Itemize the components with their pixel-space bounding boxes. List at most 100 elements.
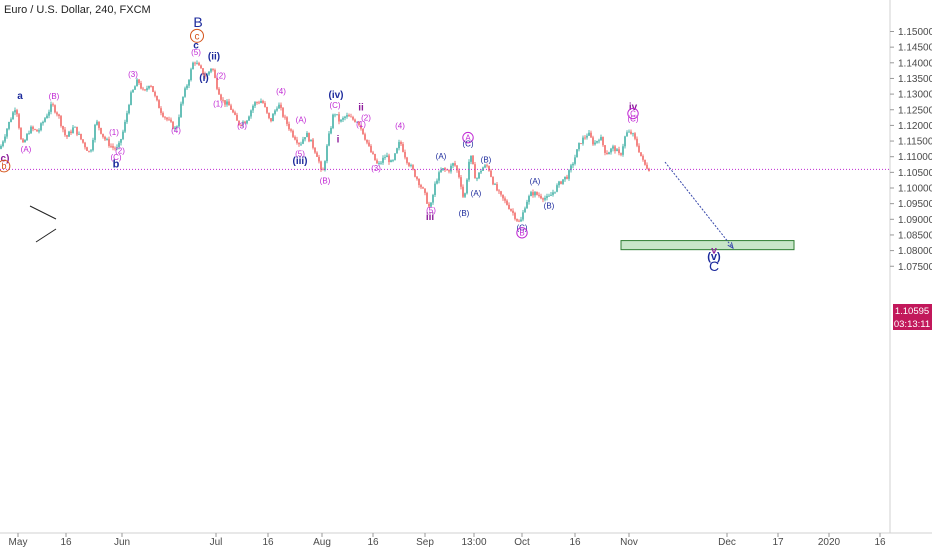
candle-body — [128, 104, 130, 114]
candle-body — [52, 104, 54, 106]
candle — [362, 128, 364, 135]
candle-body — [54, 105, 56, 113]
candle — [566, 174, 568, 180]
wave-label: c — [193, 41, 199, 52]
wave-label: (2) — [115, 147, 125, 156]
candle — [546, 193, 548, 201]
y-tick-label: 1.10000 — [898, 184, 932, 195]
candle-body — [462, 186, 464, 197]
triangle-pattern — [29, 205, 57, 243]
candle-body — [504, 198, 506, 201]
candle-body — [78, 133, 80, 135]
candle-body — [276, 108, 278, 111]
candle-body — [66, 135, 68, 137]
candle-body — [198, 62, 200, 66]
candle-body — [208, 71, 210, 75]
candle-body — [566, 176, 568, 179]
candle-body — [228, 101, 230, 106]
candle — [8, 121, 10, 131]
candle — [190, 67, 192, 82]
candle — [220, 93, 222, 102]
candle — [428, 201, 430, 208]
candle-body — [636, 138, 638, 146]
candle-body — [600, 136, 602, 141]
candle-body — [72, 127, 74, 134]
candle-body — [234, 112, 236, 115]
candle-body — [266, 106, 268, 113]
candle — [20, 127, 22, 140]
candle-body — [372, 152, 374, 154]
candle — [348, 113, 350, 117]
candle-body — [284, 116, 286, 118]
wave-label-text: (i) — [199, 73, 208, 84]
candle — [422, 186, 424, 189]
wave-label-text: (A) — [436, 152, 447, 161]
candle-body — [450, 165, 452, 172]
candle — [62, 125, 64, 133]
candle-body — [186, 85, 188, 89]
candle-body — [328, 133, 330, 146]
candle-body — [152, 86, 154, 92]
candle-body — [350, 116, 352, 118]
wave-label: C — [709, 258, 719, 274]
wave-label-text: (5) — [191, 48, 201, 57]
x-tick-label: 13:00 — [461, 537, 486, 548]
candle — [126, 110, 128, 124]
wave-label-text: (5) — [426, 206, 436, 215]
candle-body — [334, 114, 336, 116]
candle-body — [574, 157, 576, 164]
wave-label-text: (A) — [530, 177, 541, 186]
candle — [368, 139, 370, 148]
candle — [96, 119, 98, 126]
wave-label: (5) — [426, 206, 436, 215]
candle — [104, 135, 106, 141]
candle-body — [528, 196, 530, 202]
target-zone-layer — [620, 240, 795, 251]
projection-arrow-head — [727, 242, 734, 250]
candle — [386, 152, 388, 158]
wave-label: c) — [1, 153, 10, 164]
candle — [138, 79, 140, 85]
candle-body — [394, 153, 396, 160]
candle-body — [118, 142, 120, 147]
candle — [384, 154, 386, 160]
candle-body — [424, 188, 426, 193]
candle — [226, 99, 228, 107]
candle-body — [594, 142, 596, 145]
candle-body — [366, 139, 368, 143]
candle — [34, 128, 36, 131]
candle — [172, 121, 174, 130]
candle — [502, 194, 504, 201]
candle-body — [434, 183, 436, 195]
candle-body — [412, 165, 414, 170]
candle-body — [628, 131, 630, 133]
candle — [184, 86, 186, 98]
candle-body — [0, 145, 2, 149]
candle-body — [362, 128, 364, 135]
candle-body — [542, 198, 544, 200]
candle — [382, 155, 384, 165]
candle-body — [378, 163, 380, 164]
candle — [636, 136, 638, 148]
candle — [624, 135, 626, 149]
candle-body — [356, 121, 358, 123]
candle — [402, 142, 404, 153]
candle-body — [110, 145, 112, 147]
candle — [474, 161, 476, 179]
candle — [124, 119, 126, 134]
candle-body — [648, 168, 650, 172]
wave-label: (3) — [237, 122, 247, 131]
wave-label-text: C — [709, 258, 719, 274]
candle-body — [126, 113, 128, 122]
price-axis[interactable]: 1.15000 1.14500 1.14000 1.13500 1.13000 1.125… — [890, 27, 932, 273]
wave-label-text: i — [337, 135, 340, 146]
candle — [4, 134, 6, 144]
candle — [466, 178, 468, 195]
candle-body — [446, 169, 448, 171]
candle-body — [158, 100, 160, 109]
candle — [460, 174, 462, 190]
time-axis[interactable]: May 16 Jun Jul 16 Aug 16 Sep 13:00 Oct 16 Nov Dec 17 2… — [9, 533, 886, 548]
candle — [346, 112, 348, 119]
wave-label-circle — [627, 107, 639, 120]
